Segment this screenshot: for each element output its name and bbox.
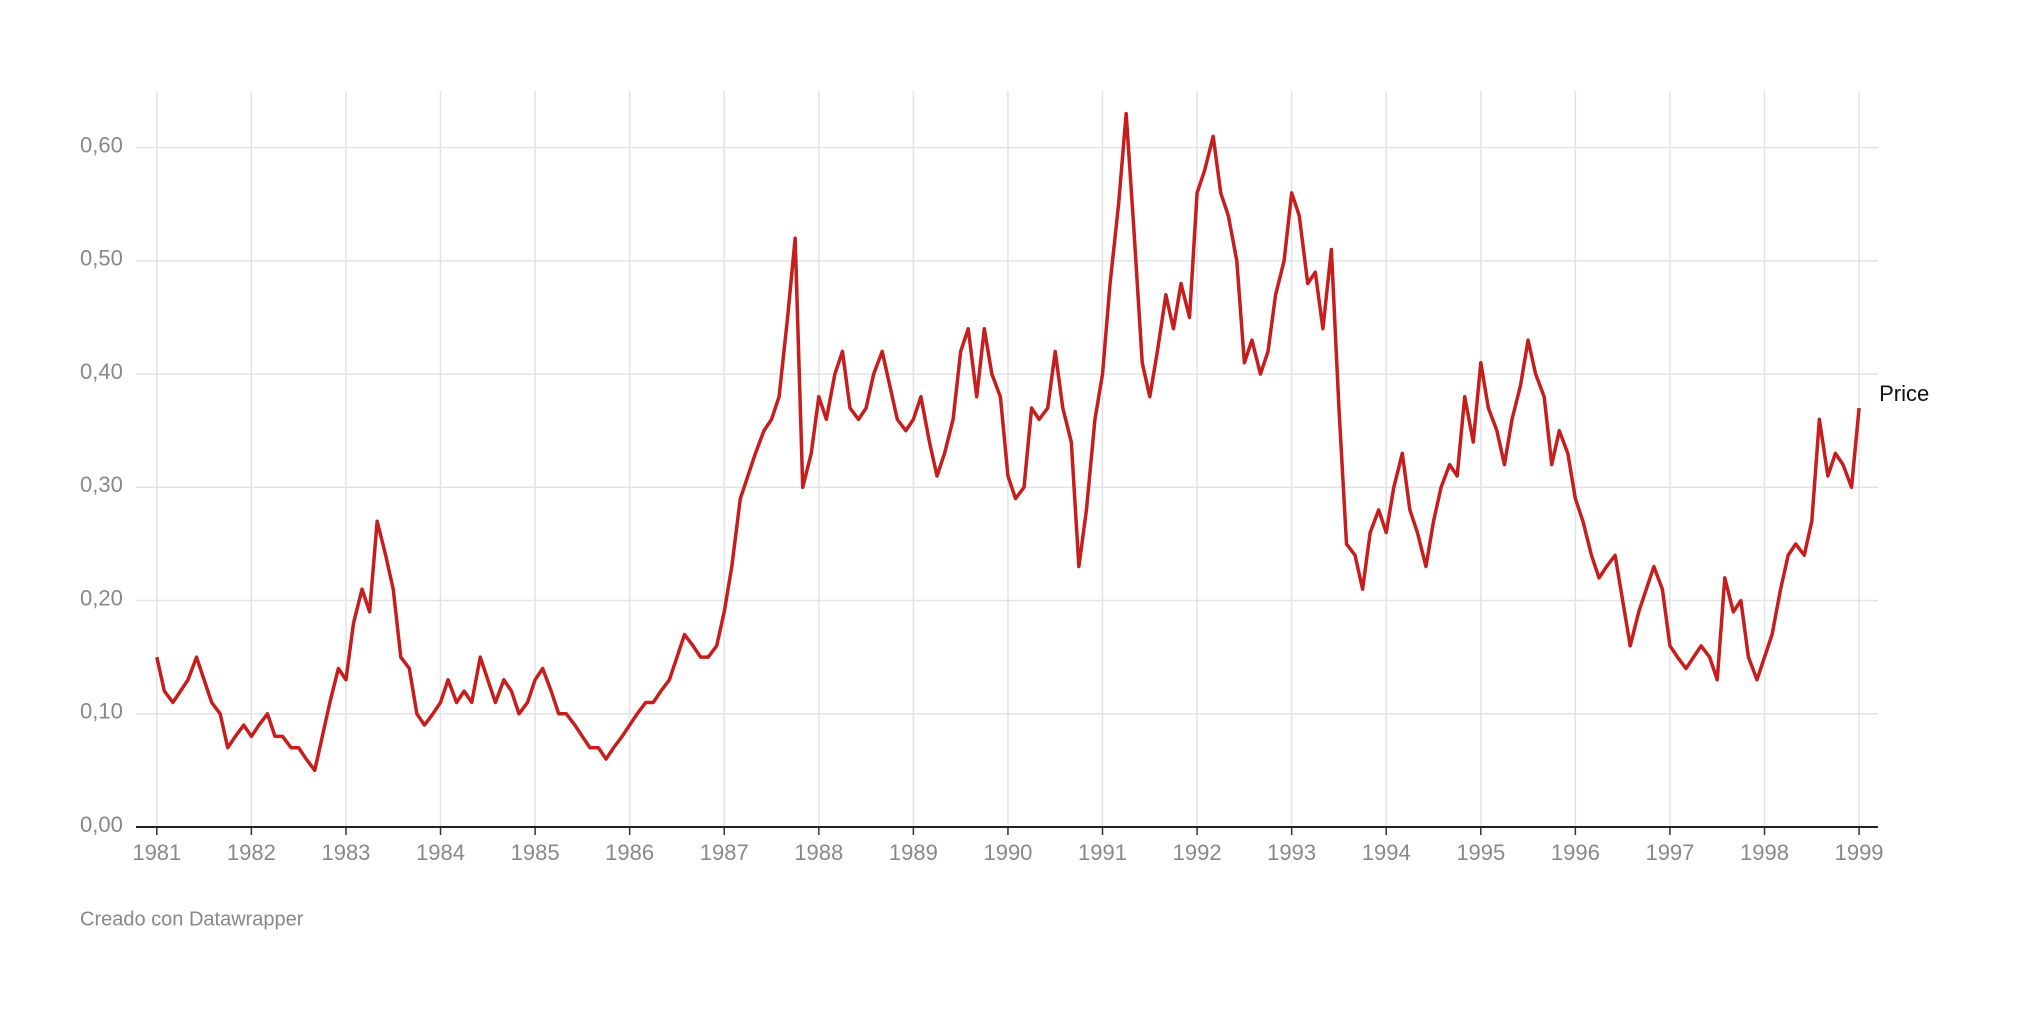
y-tick-label: 0,50 bbox=[80, 246, 123, 271]
x-tick-label: 1985 bbox=[511, 840, 560, 865]
y-tick-label: 0,40 bbox=[80, 359, 123, 384]
x-tick-label: 1983 bbox=[321, 840, 370, 865]
x-tick-label: 1992 bbox=[1173, 840, 1222, 865]
x-tick-label: 1987 bbox=[700, 840, 749, 865]
x-tick-label: 1997 bbox=[1645, 840, 1694, 865]
x-tick-label: 1990 bbox=[983, 840, 1032, 865]
x-tick-label: 1988 bbox=[794, 840, 843, 865]
x-tick-label: 1984 bbox=[416, 840, 465, 865]
x-tick-label: 1989 bbox=[889, 840, 938, 865]
x-tick-label: 1982 bbox=[227, 840, 276, 865]
x-tick-label: 1986 bbox=[605, 840, 654, 865]
y-tick-label: 0,10 bbox=[80, 699, 123, 724]
x-tick-label: 1998 bbox=[1740, 840, 1789, 865]
x-tick-label: 1993 bbox=[1267, 840, 1316, 865]
y-tick-label: 0,00 bbox=[80, 812, 123, 837]
x-tick-label: 1981 bbox=[132, 840, 181, 865]
x-tick-label: 1999 bbox=[1835, 840, 1884, 865]
x-tick-label: 1994 bbox=[1362, 840, 1411, 865]
footer: Creado con Datawrapper bbox=[80, 908, 304, 930]
x-tick-label: 1991 bbox=[1078, 840, 1127, 865]
y-tick-label: 0,30 bbox=[80, 472, 123, 497]
x-tick-label: 1995 bbox=[1456, 840, 1505, 865]
y-tick-label: 0,20 bbox=[80, 585, 123, 610]
price-line bbox=[155, 111, 1861, 773]
y-tick-label: 0,60 bbox=[80, 132, 123, 157]
x-tick-label: 1996 bbox=[1551, 840, 1600, 865]
series-label: Price bbox=[1879, 381, 1929, 406]
